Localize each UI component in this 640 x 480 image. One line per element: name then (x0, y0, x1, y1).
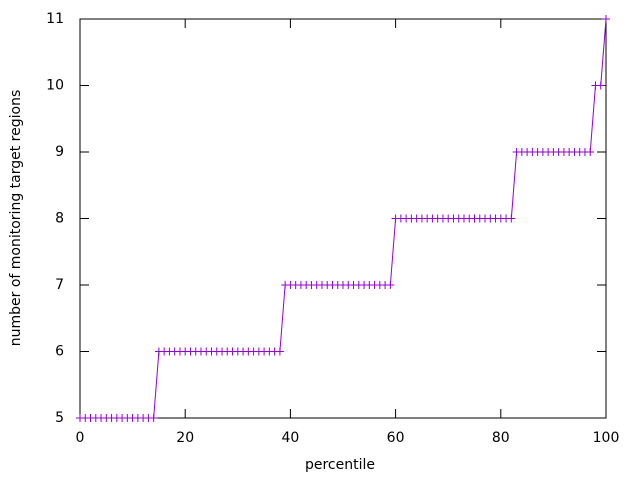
y-tick-label: 11 (46, 11, 64, 27)
x-tick-label: 100 (593, 430, 620, 446)
y-axis-label: number of monitoring target regions (8, 90, 24, 347)
point-marker (602, 15, 610, 23)
x-tick-label: 20 (176, 430, 194, 446)
x-tick-label: 0 (76, 430, 85, 446)
data-line (80, 18, 607, 419)
point-marker (149, 414, 158, 422)
x-axis-label: percentile (305, 457, 375, 473)
point-marker (586, 148, 595, 156)
y-tick-label: 6 (55, 344, 64, 360)
x-tick-label: 80 (492, 430, 510, 446)
y-tick-label: 8 (55, 211, 64, 227)
y-tick-label: 10 (46, 78, 64, 94)
y-tick-label: 9 (55, 144, 64, 160)
point-marker (386, 281, 395, 289)
plot-frame (79, 18, 607, 419)
y-tick-label: 7 (55, 277, 64, 293)
point-marker (596, 81, 605, 90)
point-marker (275, 347, 284, 356)
x-tick-label: 40 (281, 430, 299, 446)
x-tick-label: 60 (387, 430, 405, 446)
point-marker (507, 214, 516, 223)
y-tick-label: 5 (55, 410, 64, 426)
